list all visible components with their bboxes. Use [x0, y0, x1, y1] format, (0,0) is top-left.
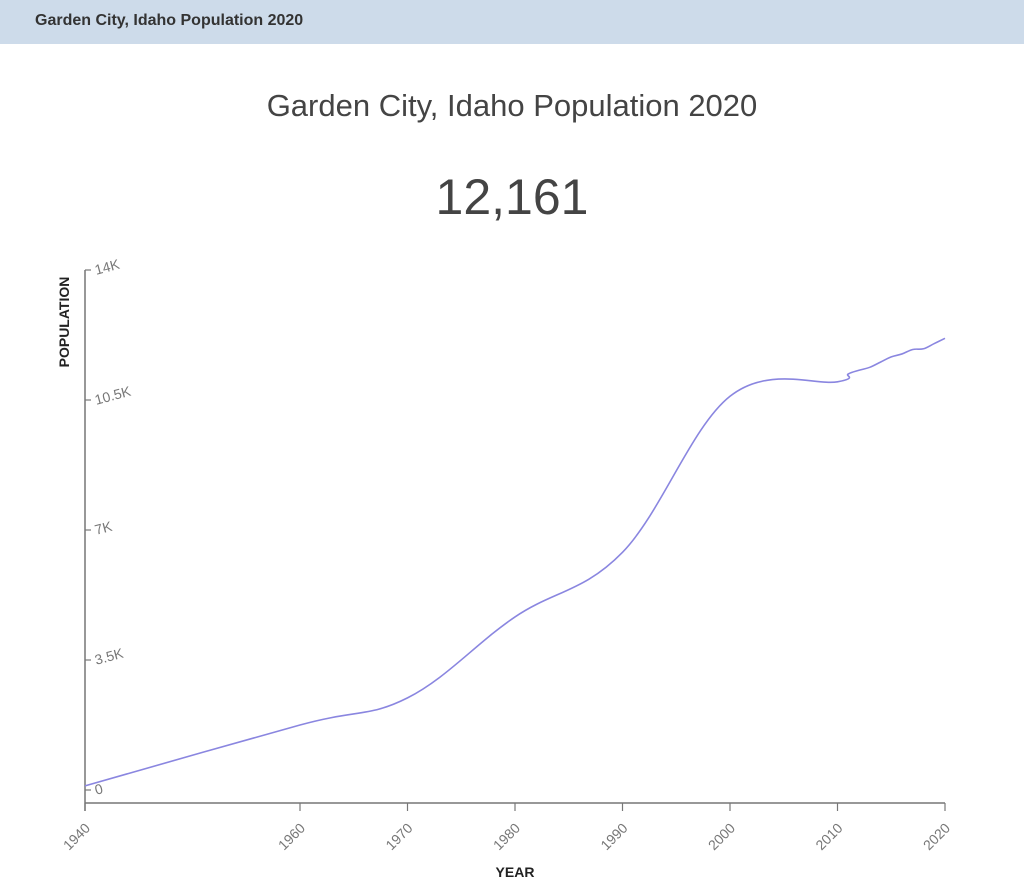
x-axis: 1940 1960 1970 1980 1990 2000 2010 2020 — [60, 802, 953, 853]
x-tick-label: 1990 — [597, 820, 630, 853]
x-tick-label: 1970 — [382, 820, 415, 853]
x-tick-label: 2000 — [705, 820, 738, 853]
x-tick-label: 1940 — [60, 820, 93, 853]
x-axis-title: YEAR — [496, 864, 535, 880]
x-tick-label: 2020 — [920, 820, 953, 853]
y-axis-title: POPULATION — [56, 277, 72, 368]
y-tick-label: 14K — [93, 256, 122, 278]
y-tick-label: 7K — [93, 518, 114, 538]
y-tick-label: 10.5K — [93, 383, 133, 408]
y-axis: 0 3.5K 7K 10.5K 14K — [84, 256, 133, 811]
x-tick-label: 1960 — [275, 820, 308, 853]
y-tick-label: 0 — [93, 780, 105, 798]
x-tick-label: 2010 — [812, 820, 845, 853]
page-header-title: Garden City, Idaho Population 2020 — [35, 12, 304, 29]
y-tick-label: 3.5K — [93, 645, 126, 668]
population-value: 12,161 — [435, 169, 589, 225]
x-tick-label: 1980 — [490, 820, 523, 853]
population-line — [84, 337, 946, 787]
chart-title: Garden City, Idaho Population 2020 — [266, 88, 758, 123]
top-bar: Garden City, Idaho Population 2020 — [0, 0, 1024, 44]
